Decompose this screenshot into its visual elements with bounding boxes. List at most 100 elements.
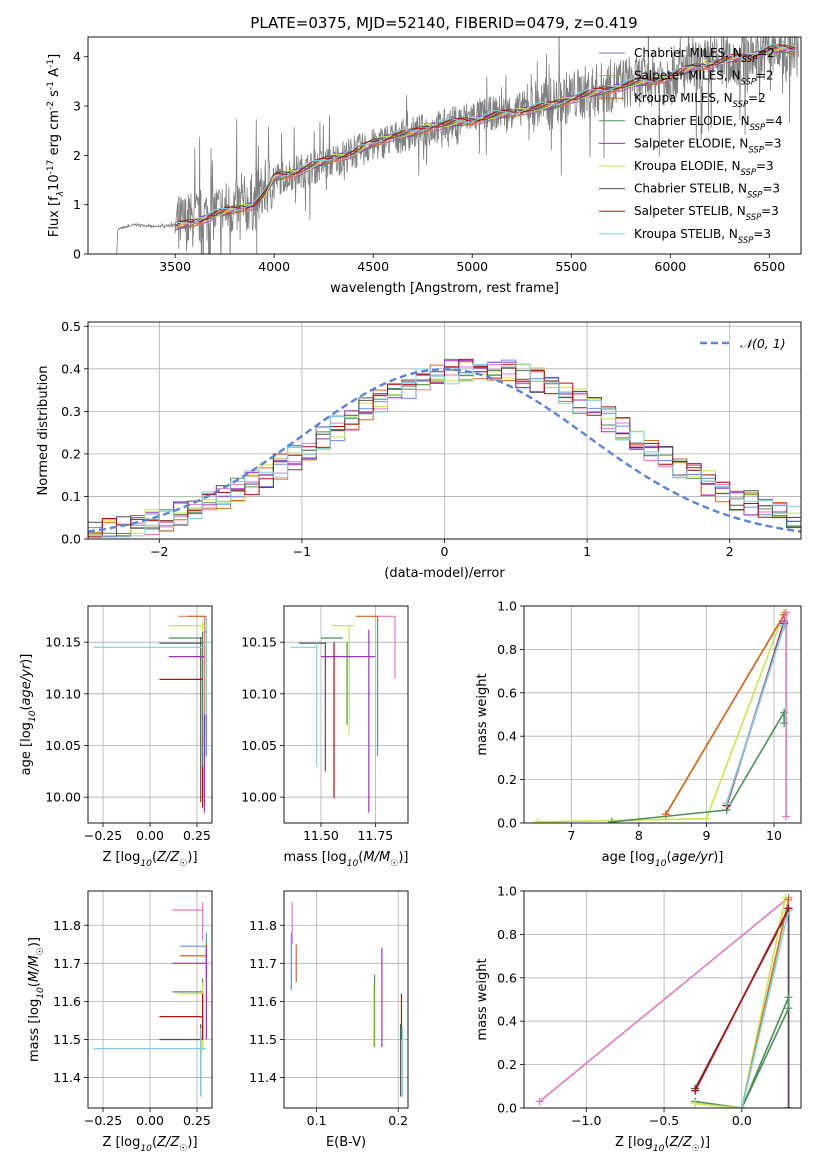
weight-marker: [784, 993, 793, 1002]
y-tick-label: 10.00: [241, 790, 277, 805]
legend-label: Salpeter MILES, NSSP=2: [634, 69, 774, 87]
y-tick-label: 1.0: [497, 599, 517, 614]
weight-line: [695, 897, 787, 1108]
x-tick-label: 0.0: [732, 1113, 752, 1128]
x-tick-label: 0.00: [136, 1113, 164, 1128]
plot-area: [88, 606, 212, 823]
x-axis-label: mass [log10(M/M☉)]: [284, 850, 409, 869]
x-tick-label: 0.1: [307, 1113, 327, 1128]
y-tick-label: 11.5: [249, 1032, 277, 1047]
weight-marker: [784, 895, 793, 904]
y-tick-label: 10.15: [241, 635, 277, 650]
x-tick-label: 0.2: [388, 1113, 408, 1128]
weight-marker: [722, 799, 731, 808]
plot-area: [284, 606, 408, 823]
x-axis-label: Z [log10(Z/Z☉)]: [102, 850, 197, 869]
weight-marker: [780, 708, 789, 717]
x-axis-label: Z [log10(Z/Z☉)]: [615, 1135, 710, 1154]
y-tick-label: 11.7: [249, 956, 277, 971]
x-tick-label: 8: [635, 828, 643, 843]
weight-marker: [784, 1004, 793, 1013]
y-tick-label: 0.2: [61, 446, 81, 461]
y-tick-label: 11.8: [249, 918, 277, 933]
clipped-marks: [116, 37, 800, 254]
weight-line: [537, 612, 785, 823]
clipped-marks: [290, 615, 396, 813]
model-line-chabrier-stelib: [174, 44, 796, 227]
y-tick-label: 10.10: [241, 686, 277, 701]
y-tick-label: 0.1: [61, 489, 81, 504]
x-tick-label: 5500: [555, 259, 587, 274]
legend: 𝒩(0, 1): [700, 336, 786, 351]
y-tick-label: 11.4: [53, 1070, 81, 1085]
y-tick-label: 0.0: [497, 816, 517, 831]
y-tick-label: 0.8: [497, 927, 517, 942]
y-tick-label: 0.6: [497, 685, 517, 700]
y-tick-label: 0.4: [61, 361, 81, 376]
axes-mass_vs_Z: −0.25 0.00 0.25 11.4 11.5 11.6 11.7 11.8 Z [log1…: [27, 890, 213, 1154]
weight-marker: [691, 1086, 700, 1095]
weight-marker: [782, 608, 791, 617]
x-tick-label: 6000: [654, 259, 686, 274]
y-axis-label: Flux [fλ10-17 erg cm-2 s-1 A-1]: [46, 54, 66, 237]
x-tick-label: 6500: [753, 259, 785, 274]
hist-step: [88, 361, 801, 539]
x-axis-label: Z [log10(Z/Z☉)]: [102, 1135, 197, 1154]
y-tick-label: 0.2: [497, 772, 517, 787]
weight-marker: [702, 814, 711, 823]
x-tick-label: 3500: [159, 259, 191, 274]
x-tick-label: −2: [150, 544, 168, 559]
x-axis-label: (data-model)/error: [384, 566, 505, 581]
x-tick-label: 7: [567, 828, 575, 843]
y-tick-label: 0.6: [497, 970, 517, 985]
x-axis-label: wavelength [Angstrom, rest frame]: [330, 281, 559, 296]
x-tick-label: 0.25: [183, 1113, 211, 1128]
weight-marker: [782, 812, 791, 821]
data-spectrum-line: [116, 37, 800, 254]
plot-area: [524, 605, 801, 824]
clipped-marks: [533, 608, 791, 823]
plot-area: [88, 322, 801, 540]
weight-line: [539, 896, 790, 1103]
y-tick-label: 10.05: [241, 738, 277, 753]
plot-area: [88, 891, 212, 1108]
weight-marker: [780, 719, 789, 728]
x-tick-label: 0.25: [183, 828, 211, 843]
x-tick-label: 5000: [456, 259, 488, 274]
weight-marker: [533, 817, 542, 823]
legend-label: Chabrier MILES, NSSP=2: [634, 46, 775, 64]
y-tick-label: 10.05: [45, 738, 81, 753]
chart-layer: 3500 4000 4500 5000 5500 6000 6500 0 1 2 3 4 wavelen…: [19, 36, 802, 1154]
y-tick-label: 11.4: [249, 1070, 277, 1085]
weight-marker: [737, 1104, 746, 1108]
model-line-salpeter-stelib: [174, 44, 796, 224]
axes-weight_vs_age: 7 8 9 10 0.0 0.2 0.4 0.6 0.8 1.0 age [log10(age/yr…: [475, 599, 802, 869]
gauss-curve: [88, 368, 801, 533]
y-tick-label: 11.5: [53, 1032, 81, 1047]
y-axis-label: mass [log10(M/M☉)]: [27, 937, 46, 1062]
y-tick-label: 0.2: [497, 1057, 517, 1072]
x-tick-label: 11.50: [303, 828, 339, 843]
model-line-chabrier-elodie: [175, 48, 796, 229]
legend: Chabrier MILES, NSSP=2 Salpeter MILES, NS…: [599, 46, 783, 245]
x-tick-label: −1: [293, 544, 311, 559]
y-tick-label: 10.10: [45, 686, 81, 701]
axes-frame: [87, 605, 213, 824]
clipped-marks: [290, 902, 403, 1097]
x-tick-label: 4500: [357, 259, 389, 274]
weight-line: [694, 908, 790, 1091]
y-tick-label: 0.4: [497, 729, 517, 744]
x-tick-label: 4000: [258, 259, 290, 274]
y-tick-label: 10.15: [45, 635, 81, 650]
y-axis-label: mass weight: [475, 673, 490, 755]
y-tick-label: 0.5: [61, 319, 81, 334]
clipped-marks: [93, 615, 207, 813]
y-tick-label: 3: [73, 99, 81, 114]
x-tick-label: 0: [441, 544, 449, 559]
clipped-marks: [88, 358, 801, 539]
y-tick-label: 0.3: [61, 404, 81, 419]
x-tick-label: 11.75: [357, 828, 393, 843]
plot-area: [524, 890, 801, 1109]
weight-marker: [691, 1099, 700, 1108]
